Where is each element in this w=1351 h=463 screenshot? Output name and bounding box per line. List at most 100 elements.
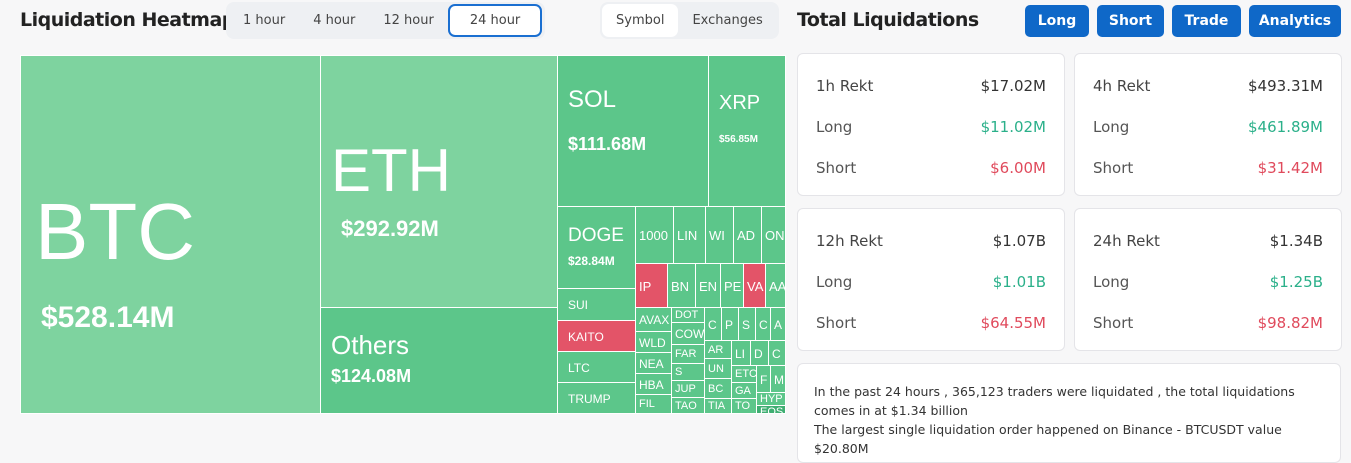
short-value: $64.55M <box>980 314 1046 332</box>
treemap-cell[interactable]: TO <box>731 398 757 414</box>
treemap-cell[interactable]: SOL $111.68M <box>557 55 709 207</box>
treemap-cell[interactable]: ETC <box>731 365 757 383</box>
treemap-cell[interactable]: AR <box>704 340 732 359</box>
cell-value: $56.85M <box>719 134 758 145</box>
treemap-cell[interactable]: LI <box>731 340 751 366</box>
treemap-cell[interactable]: S <box>738 307 756 341</box>
tab-12-hour[interactable]: 12 hour <box>383 13 434 28</box>
treemap-cell[interactable]: PE <box>720 263 744 308</box>
treemap-cell[interactable]: F <box>756 365 771 393</box>
cell-value: $28.84M <box>568 254 615 268</box>
short-label: Short <box>1093 314 1134 332</box>
liquidation-summary: In the past 24 hours , 365,123 traders w… <box>797 363 1341 463</box>
treemap-cell[interactable]: WLD <box>635 331 672 353</box>
treemap-cell[interactable]: 1000 <box>635 206 674 264</box>
treemap-cell[interactable]: IP <box>635 263 668 308</box>
analytics-button[interactable]: Analytics <box>1249 5 1341 37</box>
treemap-cell[interactable]: LTC <box>557 351 636 383</box>
treemap-cell[interactable]: M <box>770 365 786 393</box>
treemap-cell[interactable]: TIA <box>704 398 732 414</box>
treemap-cell[interactable]: D <box>750 340 769 366</box>
treemap-cell[interactable]: HYP <box>756 392 786 406</box>
treemap-cell[interactable]: EOS <box>756 405 786 414</box>
cell-label: DOT <box>675 309 699 322</box>
treemap-cell[interactable]: VA <box>743 263 766 308</box>
treemap-cell[interactable]: A <box>770 307 786 341</box>
treemap-cell[interactable]: TRUMP <box>557 382 636 414</box>
cell-label: SUI <box>568 298 589 313</box>
treemap-cell[interactable]: WI <box>705 206 734 264</box>
cell-label: JUP <box>675 383 696 396</box>
treemap-cell[interactable]: BN <box>667 263 696 308</box>
tab-1-hour[interactable]: 1 hour <box>243 13 286 28</box>
rekt-card: 24h Rekt $1.34B Long $1.25B Short $98.82M <box>1074 208 1342 351</box>
tab-24-hour[interactable]: 24 hour <box>447 4 543 37</box>
tab-exchanges[interactable]: Exchanges <box>692 13 763 28</box>
cell-label: S <box>675 366 683 379</box>
treemap-cell[interactable]: LIN <box>673 206 706 264</box>
cell-label: LTC <box>568 360 590 375</box>
short-label: Short <box>1093 159 1134 177</box>
cell-label: M <box>774 372 784 387</box>
trade-button[interactable]: Trade <box>1172 5 1241 37</box>
treemap-cell[interactable]: C <box>704 307 722 341</box>
tab-4-hour[interactable]: 4 hour <box>313 13 356 28</box>
treemap-cell[interactable]: COW <box>671 322 705 345</box>
treemap-cell[interactable]: DOT <box>671 307 705 323</box>
treemap-cell[interactable]: AVAX <box>635 307 672 332</box>
treemap-cell[interactable]: P <box>721 307 739 341</box>
treemap-cell[interactable]: AD <box>733 206 762 264</box>
treemap-cell[interactable]: C <box>768 340 786 366</box>
card-total: $1.34B <box>1269 232 1323 250</box>
summary-line-1: In the past 24 hours , 365,123 traders w… <box>814 384 1295 418</box>
treemap-cell[interactable]: Others $124.08M <box>320 307 558 414</box>
summary-line-2: The largest single liquidation order hap… <box>814 422 1282 456</box>
cell-label: EOS <box>760 406 784 414</box>
treemap-cell[interactable]: ETH $292.92M <box>320 55 558 308</box>
treemap-cell[interactable]: NEA <box>635 352 672 374</box>
treemap-cell[interactable]: AA <box>765 263 786 308</box>
treemap-cell[interactable]: UN <box>704 358 732 379</box>
short-button[interactable]: Short <box>1097 5 1164 37</box>
cell-label: FAR <box>675 348 697 361</box>
treemap-cell[interactable]: S <box>671 363 705 381</box>
treemap-cell[interactable]: TAO <box>671 397 705 414</box>
treemap-cell[interactable]: C <box>755 307 771 341</box>
tab-symbol[interactable]: Symbol <box>602 4 679 37</box>
treemap-cell[interactable]: DOGE $28.84M <box>557 206 636 289</box>
long-value: $461.89M <box>1248 118 1323 136</box>
cell-label: C <box>708 317 717 332</box>
cell-label: AVAX <box>639 313 670 328</box>
rekt-card: 1h Rekt $17.02M Long $11.02M Short $6.00M <box>797 53 1065 196</box>
treemap-cell[interactable]: XRP $56.85M <box>708 55 786 207</box>
cell-label: PE <box>724 278 742 294</box>
cell-label: SOL <box>568 86 617 113</box>
treemap-cell[interactable]: BC <box>704 378 732 399</box>
cell-label: LI <box>735 346 746 361</box>
cell-label: F <box>760 372 768 387</box>
rekt-card: 12h Rekt $1.07B Long $1.01B Short $64.55M <box>797 208 1065 351</box>
treemap-cell[interactable]: JUP <box>671 380 705 398</box>
treemap-cell[interactable]: GA <box>731 382 757 399</box>
cell-label: HYP <box>760 393 783 406</box>
card-label: 1h Rekt <box>816 77 874 95</box>
treemap-cell[interactable]: EN <box>695 263 721 308</box>
treemap-cell[interactable]: SUI <box>557 288 636 321</box>
treemap-cell[interactable]: BTC $528.14M <box>20 55 321 414</box>
cell-label: Others <box>331 330 410 360</box>
treemap-cell[interactable]: HBA <box>635 373 672 395</box>
total-liquidations-title: Total Liquidations <box>797 9 979 31</box>
long-label: Long <box>816 118 853 136</box>
cell-label: A <box>774 317 783 332</box>
cell-label: WLD <box>639 335 666 350</box>
short-value: $98.82M <box>1257 314 1323 332</box>
treemap-cell[interactable]: KAITO <box>557 320 636 352</box>
cell-label: EN <box>699 278 718 294</box>
long-button[interactable]: Long <box>1025 5 1089 37</box>
treemap-cell[interactable]: ON <box>761 206 786 264</box>
cell-label: BN <box>671 278 690 294</box>
treemap-cell[interactable]: FIL <box>635 394 672 414</box>
cell-label: DOGE <box>568 225 624 246</box>
long-label: Long <box>816 273 853 291</box>
treemap-cell[interactable]: FAR <box>671 344 705 364</box>
